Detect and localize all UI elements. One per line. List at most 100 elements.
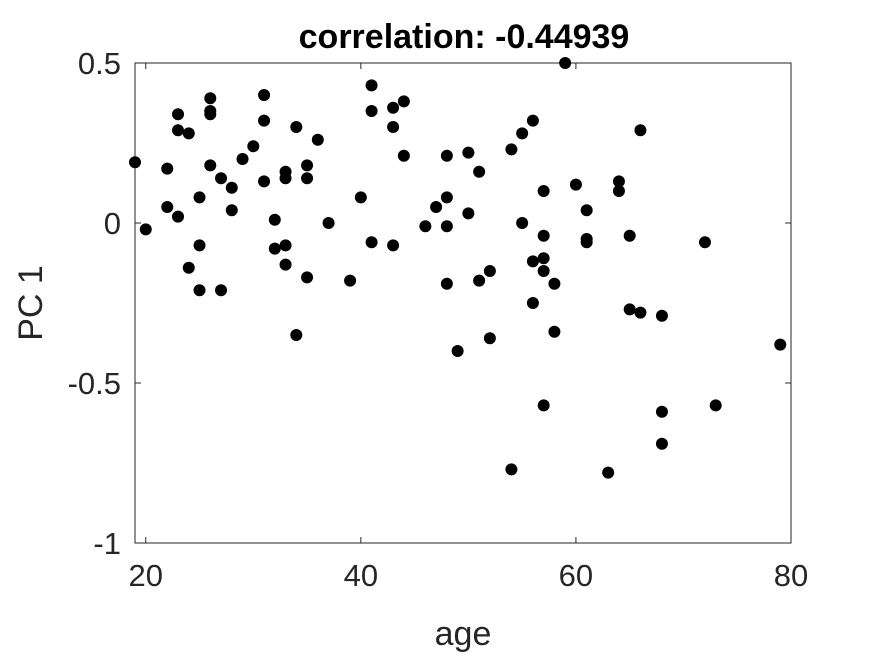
data-point bbox=[225, 181, 238, 194]
data-point bbox=[301, 172, 314, 185]
data-point bbox=[365, 105, 378, 117]
data-point bbox=[344, 274, 357, 287]
data-point bbox=[387, 121, 400, 133]
data-point bbox=[569, 178, 582, 191]
data-point bbox=[623, 303, 636, 316]
y-axis-label: PC 1 bbox=[12, 265, 50, 341]
data-point bbox=[311, 133, 324, 146]
data-point bbox=[623, 229, 636, 242]
data-point bbox=[419, 220, 432, 233]
data-point bbox=[440, 277, 453, 290]
data-point bbox=[236, 153, 249, 165]
data-point bbox=[612, 175, 625, 188]
data-point bbox=[505, 463, 518, 476]
y-tick-label: -0.5 bbox=[68, 366, 121, 401]
data-point bbox=[516, 127, 529, 140]
data-point bbox=[172, 210, 185, 223]
data-point bbox=[440, 191, 453, 204]
data-point bbox=[139, 223, 152, 236]
data-point bbox=[193, 239, 206, 252]
data-point bbox=[204, 108, 217, 121]
data-point bbox=[430, 201, 443, 213]
data-point bbox=[268, 213, 281, 226]
x-tick-label: 20 bbox=[129, 558, 163, 593]
data-point bbox=[215, 284, 228, 297]
data-point bbox=[655, 309, 668, 322]
data-point bbox=[537, 185, 550, 197]
data-points bbox=[129, 57, 787, 479]
data-point bbox=[204, 92, 217, 105]
data-point bbox=[172, 124, 185, 137]
x-tick-label: 40 bbox=[344, 558, 378, 593]
data-point bbox=[548, 325, 561, 338]
data-point bbox=[580, 236, 593, 249]
data-point bbox=[129, 156, 141, 169]
data-point bbox=[172, 108, 185, 121]
data-point bbox=[387, 101, 400, 114]
data-point bbox=[322, 217, 335, 229]
data-point bbox=[258, 175, 271, 188]
data-point bbox=[301, 271, 314, 284]
y-tick-label: -1 bbox=[93, 526, 121, 561]
y-tick-label: 0.5 bbox=[78, 46, 121, 81]
y-tick-label: 0 bbox=[104, 206, 121, 241]
data-point bbox=[215, 172, 228, 185]
data-point bbox=[505, 143, 518, 156]
data-point bbox=[774, 338, 787, 351]
data-point bbox=[440, 220, 453, 233]
data-point bbox=[559, 57, 572, 69]
data-point bbox=[204, 159, 217, 172]
axes-frame bbox=[134, 62, 792, 544]
data-point bbox=[397, 95, 410, 108]
data-point bbox=[473, 165, 486, 178]
data-point bbox=[258, 89, 271, 101]
data-point bbox=[526, 255, 539, 268]
data-point bbox=[247, 140, 260, 153]
data-point bbox=[548, 277, 561, 290]
x-tick-label: 60 bbox=[559, 558, 593, 593]
data-point bbox=[634, 124, 647, 137]
data-point bbox=[451, 345, 464, 357]
data-point bbox=[709, 399, 722, 412]
data-point bbox=[182, 127, 195, 140]
data-point bbox=[290, 121, 303, 133]
data-point bbox=[483, 265, 496, 277]
x-axis-label: age bbox=[435, 615, 492, 653]
data-point bbox=[537, 229, 550, 242]
data-point bbox=[655, 437, 668, 450]
x-tick-label: 80 bbox=[774, 558, 808, 593]
data-point bbox=[387, 239, 400, 252]
data-point bbox=[602, 466, 615, 479]
x-axis-ticks: 20 40 60 80 bbox=[129, 63, 808, 593]
data-point bbox=[279, 172, 292, 185]
data-point bbox=[462, 207, 475, 220]
data-point bbox=[612, 185, 625, 197]
data-point bbox=[440, 149, 453, 162]
data-point bbox=[397, 149, 410, 162]
data-point bbox=[161, 162, 174, 175]
data-point bbox=[279, 258, 292, 271]
data-point bbox=[365, 79, 378, 92]
data-point bbox=[225, 204, 238, 217]
y-axis-ticks: -1 -0.5 0 0.5 bbox=[68, 46, 791, 561]
data-point bbox=[462, 146, 475, 159]
data-point bbox=[516, 217, 529, 229]
data-point bbox=[365, 236, 378, 249]
data-point bbox=[279, 239, 292, 252]
data-point bbox=[258, 114, 271, 127]
data-point bbox=[483, 332, 496, 345]
data-point bbox=[290, 329, 303, 341]
data-point bbox=[161, 201, 174, 213]
data-point bbox=[473, 274, 486, 287]
data-point bbox=[537, 252, 550, 265]
data-point bbox=[580, 204, 593, 217]
data-point bbox=[537, 265, 550, 277]
data-point bbox=[526, 297, 539, 309]
data-point bbox=[268, 242, 281, 255]
data-point bbox=[182, 261, 195, 274]
chart-title: correlation: -0.44939 bbox=[299, 18, 630, 56]
data-point bbox=[193, 191, 206, 204]
data-point bbox=[193, 284, 206, 297]
data-point bbox=[354, 191, 367, 204]
